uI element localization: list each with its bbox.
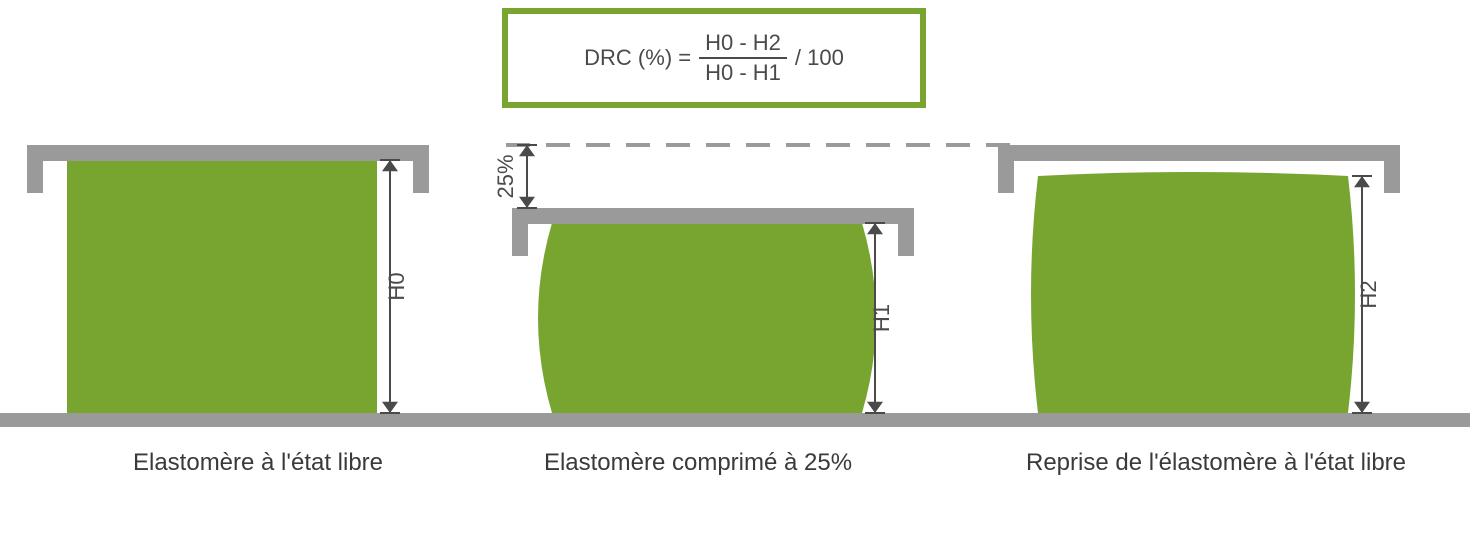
dimension-label: H0: [384, 272, 409, 300]
dimension-label: H2: [1356, 280, 1381, 308]
arrow-head: [519, 197, 535, 208]
caption-recovered: Reprise de l'élastomère à l'état libre: [1026, 448, 1406, 478]
caption-free: Elastomère à l'état libre: [88, 448, 428, 478]
arrow-head: [382, 402, 398, 413]
arrow-head: [867, 402, 883, 413]
arrow-head: [382, 160, 398, 171]
caption-compressed: Elastomère comprimé à 25%: [508, 448, 888, 478]
elastomer-recovered: [1031, 172, 1355, 413]
arrow-head: [1354, 176, 1370, 187]
elastomer-compressed: [538, 219, 876, 413]
arrow-head: [1354, 402, 1370, 413]
ground-plate: [0, 413, 1470, 427]
dimension-label: H1: [869, 304, 894, 332]
diagram-root: DRC (%) = H0 - H2 H0 - H1 / 100 H0H125%H…: [0, 0, 1470, 538]
arrow-head: [867, 223, 883, 234]
elastomer-free: [67, 160, 377, 413]
gap-dimension-label: 25%: [493, 154, 518, 198]
